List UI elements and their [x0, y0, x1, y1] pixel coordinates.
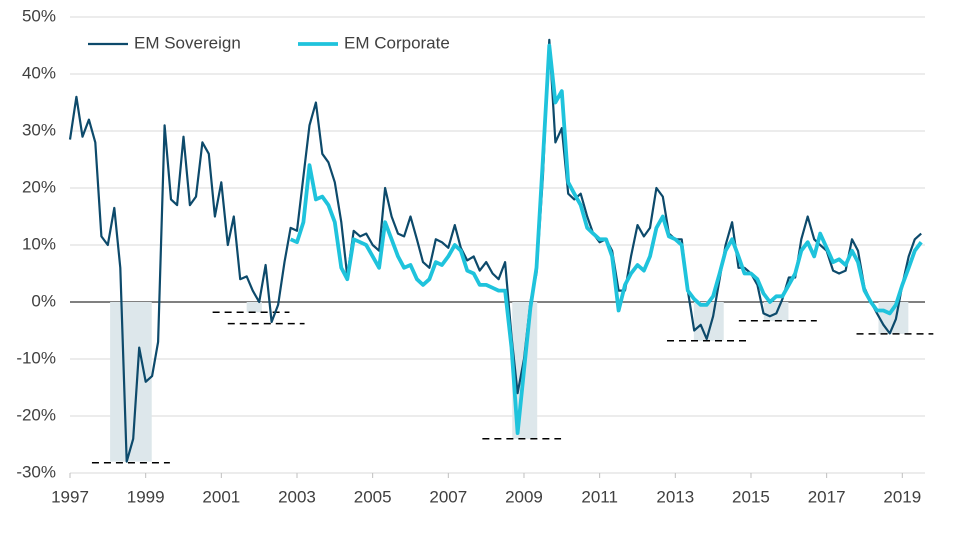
series-line [68, 38, 922, 463]
legend-label: EM Sovereign [134, 33, 241, 52]
x-tick-label: 2009 [505, 487, 543, 506]
y-tick-label: 40% [22, 63, 56, 82]
y-tick-label: 10% [22, 234, 56, 253]
x-tick-label: 2001 [202, 487, 240, 506]
x-tick-label: 1997 [51, 487, 89, 506]
y-tick-label: -10% [16, 348, 56, 367]
legend-label: EM Corporate [344, 33, 450, 52]
x-tick-label: 1999 [127, 487, 165, 506]
x-tick-label: 2017 [808, 487, 846, 506]
x-tick-label: 2011 [581, 487, 618, 506]
y-tick-label: 50% [22, 6, 56, 25]
y-tick-label: -30% [16, 462, 56, 481]
x-tick-label: 2007 [429, 487, 467, 506]
y-tick-label: 20% [22, 177, 56, 196]
x-tick-label: 2003 [278, 487, 316, 506]
shaded-period [246, 302, 262, 313]
x-tick-label: 2005 [354, 487, 392, 506]
x-tick-label: 2019 [883, 487, 921, 506]
series-line [289, 43, 923, 435]
x-tick-label: 2013 [656, 487, 694, 506]
y-tick-label: 0% [31, 291, 56, 310]
y-tick-label: -20% [16, 405, 56, 424]
y-tick-label: 30% [22, 120, 56, 139]
x-tick-label: 2015 [732, 487, 770, 506]
